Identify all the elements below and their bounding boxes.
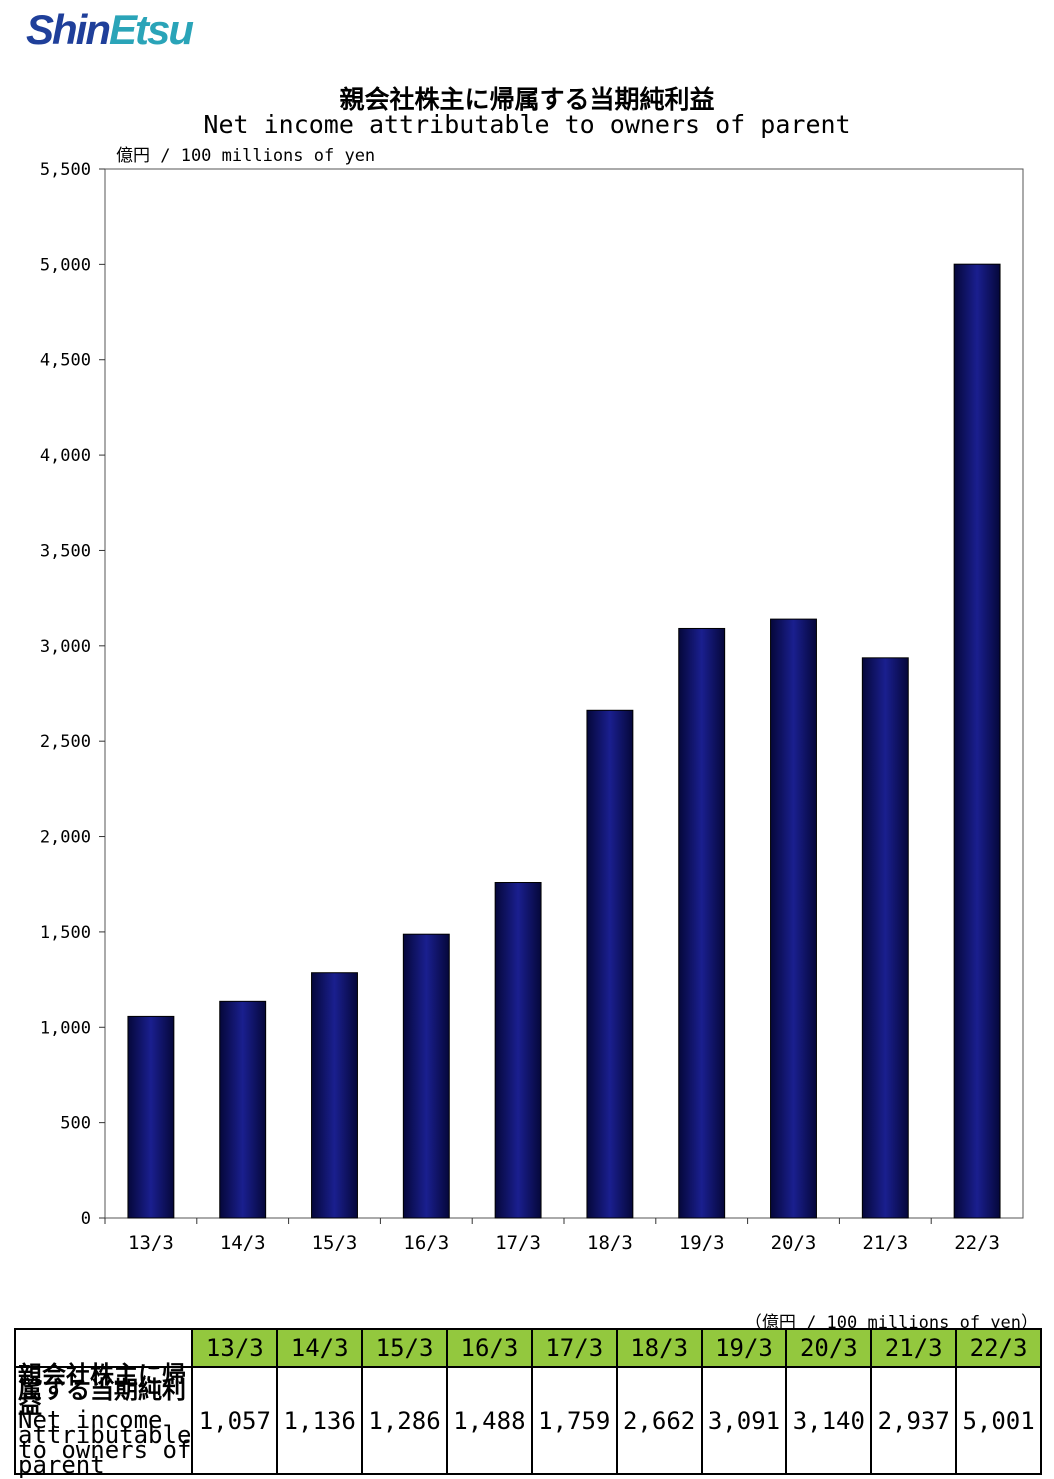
table-header-row: 13/3 14/3 15/3 16/3 17/3 18/3 19/3 20/3 21/3 22/3 (13, 1328, 1042, 1368)
x-tick-label: 19/3 (679, 1232, 725, 1254)
x-tick-label: 15/3 (312, 1232, 358, 1254)
x-tick-label: 20/3 (771, 1232, 817, 1254)
y-axis-unit-label: 億円 / 100 millions of yen (116, 146, 376, 166)
bar-chart: 0 500 1,000 1,500 2,000 2,500 3,000 3,500 4,000 4… (40, 160, 1024, 1254)
table-values-row: 親会社株主に帰属する当期純利益 Net income attributable … (13, 1361, 1042, 1479)
bar-19-3 (678, 627, 726, 1219)
chart-title: 親会社株主に帰属する当期純利益 (339, 85, 715, 114)
table-corner-cell (13, 1328, 194, 1368)
y-tick-label: 3,500 (40, 541, 91, 561)
y-tick-label: 4,500 (40, 351, 91, 371)
table-row-label: 親会社株主に帰属する当期純利益 Net income attributable … (13, 1361, 194, 1479)
x-tick-label: 14/3 (220, 1232, 266, 1254)
table-value-cell: 3,091 (700, 1366, 788, 1475)
y-tick-label: 1,000 (40, 1018, 91, 1038)
x-tick-label: 22/3 (954, 1232, 1000, 1254)
y-tick-label: 5,000 (40, 255, 91, 275)
table-header-cell: 18/3 (615, 1328, 703, 1368)
y-tick-label: 2,000 (40, 828, 91, 848)
table-header-cell: 14/3 (276, 1328, 364, 1368)
logo-text-b: Etsu (109, 6, 194, 53)
row-label-jp: 親会社株主に帰属する当期純利益 (18, 1361, 186, 1419)
y-tick-label: 0 (81, 1209, 91, 1229)
bar-13-3 (127, 1015, 175, 1219)
y-tick-label: 3,000 (40, 637, 91, 657)
logo-text-a: Shin (26, 6, 111, 53)
table-value-cell: 2,662 (615, 1366, 703, 1475)
table-header-cell: 17/3 (530, 1328, 618, 1368)
x-tick-label: 13/3 (128, 1232, 174, 1254)
table-value-cell: 1,488 (445, 1366, 533, 1475)
table-header-cell: 20/3 (785, 1328, 873, 1368)
bar-20-3 (770, 618, 817, 1219)
x-tick-label: 17/3 (495, 1232, 541, 1254)
table-unit-label: （億円 / 100 millions of yen） (744, 1313, 1038, 1333)
bar-17-3 (494, 882, 542, 1219)
data-table: 13/3 14/3 15/3 16/3 17/3 18/3 19/3 20/3 21/3 22/3… (13, 1328, 1042, 1479)
table-header-cell: 22/3 (955, 1328, 1042, 1368)
x-tick-label: 21/3 (862, 1232, 908, 1254)
y-tick-label: 500 (60, 1114, 91, 1134)
bar-18-3 (586, 709, 634, 1219)
y-tick-label: 1,500 (40, 923, 91, 943)
x-tick-label: 18/3 (587, 1232, 633, 1254)
chart-subtitle: Net income attributable to owners of par… (203, 110, 851, 139)
bar-15-3 (311, 972, 358, 1219)
table-value-cell: 1,286 (361, 1366, 448, 1475)
table-value-cell: 1,759 (530, 1366, 618, 1475)
y-tick-label: 4,000 (40, 446, 91, 466)
y-tick-label: 2,500 (40, 732, 91, 752)
table-value-cell: 1,136 (276, 1366, 364, 1475)
row-label-en: Net income attributable to owners of par… (18, 1406, 192, 1479)
table-header-cell: 21/3 (870, 1328, 958, 1368)
bar-21-3 (861, 657, 909, 1219)
bar-16-3 (402, 933, 450, 1219)
table-value-cell: 1,057 (191, 1366, 279, 1475)
table-header-cell: 19/3 (700, 1328, 788, 1368)
table-header-cell: 16/3 (445, 1328, 533, 1368)
table-value-cell: 3,140 (785, 1366, 873, 1475)
y-tick-label: 5,500 (40, 160, 91, 180)
bar-22-3 (953, 263, 1001, 1219)
x-tick-label: 16/3 (403, 1232, 449, 1254)
table-value-cell: 5,001 (955, 1366, 1042, 1475)
shin-etsu-logo: ShinEtsu (26, 6, 194, 54)
table-value-cell: 2,937 (870, 1366, 958, 1475)
bar-14-3 (219, 1000, 267, 1219)
table-header-cell: 13/3 (191, 1328, 279, 1368)
table-header-cell: 15/3 (361, 1328, 448, 1368)
